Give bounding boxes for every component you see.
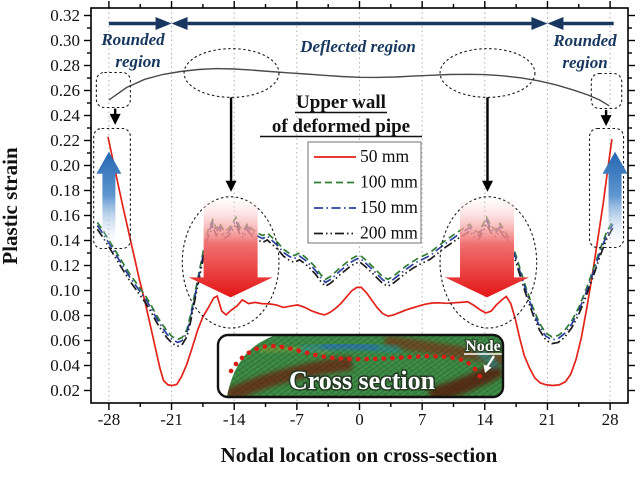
- y-tick-label: 0.24: [50, 106, 80, 125]
- y-tick-label: 0.28: [50, 56, 80, 75]
- x-axis-title: Nodal location on cross-section: [221, 443, 498, 467]
- dashed-highlight-box: [95, 71, 131, 109]
- x-tick-label: 7: [418, 410, 427, 429]
- cross-section-mesh: [218, 335, 503, 397]
- dashed-highlight-ellipse: [183, 48, 280, 98]
- node-arrow-head: [483, 364, 492, 373]
- node-label: Node: [465, 338, 501, 355]
- upper-wall-label-line1: Upper wall: [296, 92, 386, 113]
- y-tick-label: 0.18: [50, 181, 80, 200]
- y-tick-label: 0.06: [50, 331, 80, 350]
- range-arrow-head: [171, 17, 188, 30]
- range-arrow-head: [155, 17, 172, 30]
- pointer-arrow-head: [109, 113, 121, 125]
- y-tick-label: 0.02: [50, 381, 80, 400]
- y-tick-label: 0.32: [50, 6, 80, 25]
- x-tick-label: -21: [160, 410, 183, 429]
- y-tick-label: 0.08: [50, 306, 80, 325]
- y-tick-label: 0.12: [50, 256, 80, 275]
- y-tick-label: 0.22: [50, 131, 80, 150]
- strain-decrease-arrow: [188, 200, 273, 298]
- legend-box: [307, 141, 422, 244]
- dashed-highlight-ellipse: [439, 196, 538, 329]
- y-axis-title: Plastic strain: [0, 147, 22, 265]
- y-tick-label: 0.14: [50, 231, 80, 250]
- range-arrow-head: [531, 17, 548, 30]
- x-tick-label: 21: [539, 410, 556, 429]
- x-tick-label: -14: [223, 410, 246, 429]
- strain-increase-arrow: [96, 151, 122, 250]
- y-tick-label: 0.30: [50, 31, 80, 50]
- x-tick-label: -7: [290, 410, 305, 429]
- upper-wall-profile-curve: [108, 67, 610, 107]
- x-tick-label: 0: [355, 410, 364, 429]
- legend-label-200mm: 200 mm: [360, 223, 418, 243]
- axes-ticks: -28 -21 -14 -7 0 7 14 21 28 0.02 0.04 0.06 0.08 0.10 0…: [50, 1, 635, 429]
- y-tick-label: 0.10: [50, 281, 80, 300]
- rounded-region-right-line2: region: [562, 53, 607, 72]
- mesh-white-wedge: [218, 335, 276, 396]
- y-tick-label: 0.04: [50, 356, 80, 375]
- dashed-highlight-ellipse: [439, 48, 536, 98]
- series-50-mm: [107, 136, 613, 387]
- strain-increase-arrow: [602, 151, 628, 250]
- annotation-texts: Rounded region Deflected region Rounded …: [100, 30, 617, 138]
- node-arrow-shaft: [486, 355, 495, 368]
- pointer-arrow-head: [225, 180, 237, 192]
- dashed-highlight-ellipse: [181, 196, 280, 329]
- rounded-region-left-line1: Rounded: [100, 30, 165, 49]
- cross-section-inset: Cross section Node: [216, 333, 505, 399]
- chart-annotations: [93, 17, 628, 329]
- rounded-region-left-line2: region: [115, 52, 160, 71]
- y-tick-label: 0.16: [50, 206, 80, 225]
- upper-wall-label-line2: of deformed pipe: [272, 116, 410, 137]
- legend-label-50mm: 50 mm: [360, 146, 409, 166]
- upper-wall-curve: [108, 67, 610, 107]
- legend-label-100mm: 100 mm: [360, 172, 418, 192]
- legend: 50 mm 100 mm 150 mm 200 mm: [307, 141, 422, 244]
- x-tick-label: 14: [476, 410, 494, 429]
- inset-border: [216, 333, 505, 399]
- rounded-region-right-line1: Rounded: [552, 31, 617, 50]
- x-tick-label: -28: [98, 410, 121, 429]
- deflected-region-label: Deflected region: [299, 37, 416, 56]
- strain-decrease-arrow: [445, 200, 530, 298]
- dashed-highlight-box: [588, 127, 625, 249]
- pointer-arrow-head: [481, 180, 493, 192]
- series-100-mm: [96, 215, 614, 341]
- legend-label-150mm: 150 mm: [360, 197, 418, 217]
- pointer-arrow-head: [600, 115, 612, 127]
- range-arrow-head: [547, 17, 564, 30]
- x-tick-label: 28: [602, 410, 619, 429]
- inset-caption: Cross section: [289, 366, 436, 395]
- dashed-highlight-box: [590, 72, 623, 110]
- node-path-dotted-line: [228, 343, 484, 382]
- y-tick-label: 0.20: [50, 156, 80, 175]
- y-tick-label: 0.26: [50, 81, 80, 100]
